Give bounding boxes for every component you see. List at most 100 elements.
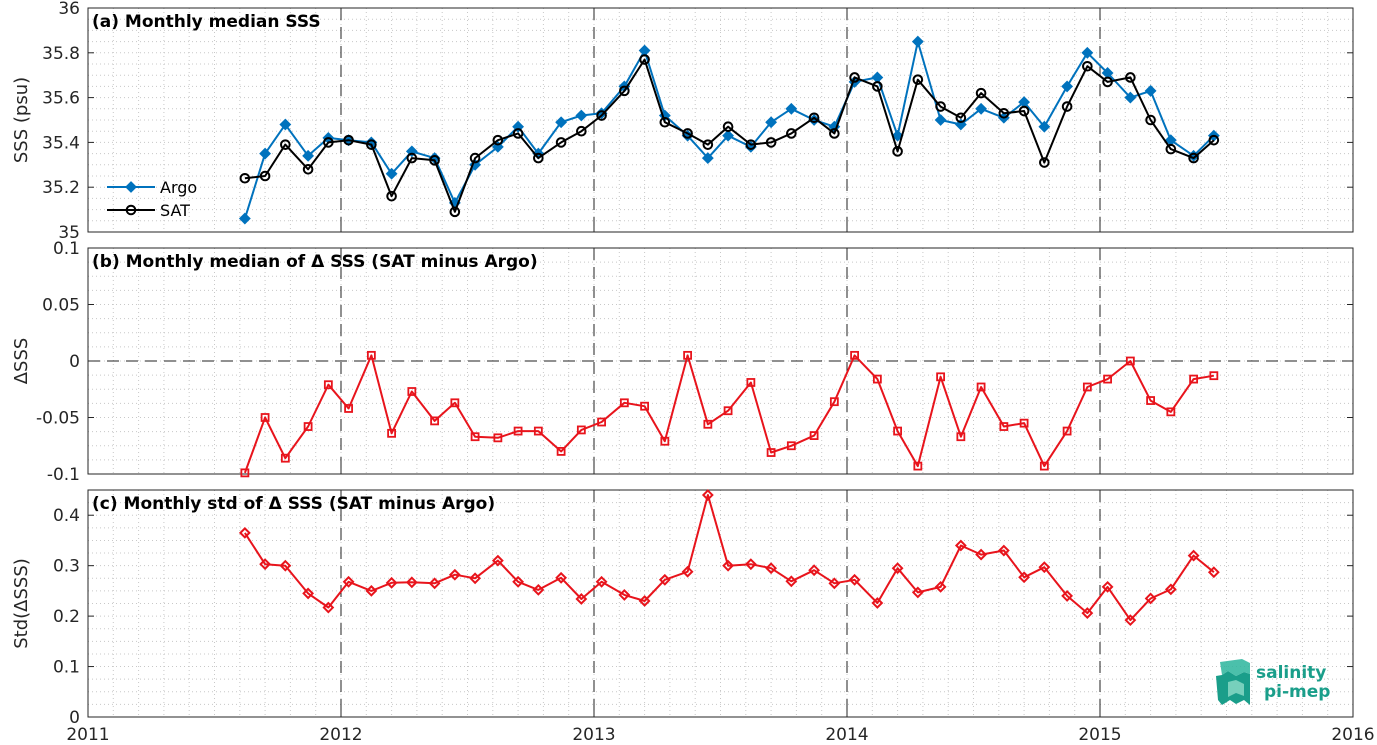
series-line [244, 58, 1215, 213]
data-point [428, 577, 441, 590]
data-point [344, 404, 353, 413]
data-point [722, 129, 735, 142]
data-point [701, 489, 714, 501]
data-point [1039, 157, 1050, 168]
y-tick-label: 35.2 [42, 178, 80, 198]
data-point [303, 422, 313, 431]
data-point [746, 378, 756, 387]
data-point [513, 426, 523, 436]
data-point [911, 586, 924, 599]
y-axis-label: Std(ΔSSS) [11, 558, 32, 649]
data-point [323, 380, 333, 390]
data-point [555, 137, 567, 148]
data-point [999, 422, 1009, 431]
data-point [1101, 580, 1114, 593]
data-point [912, 74, 924, 85]
data-point [701, 152, 714, 164]
data-point [658, 573, 671, 586]
series-sat [239, 54, 1220, 218]
data-point [1125, 72, 1136, 83]
data-point [533, 152, 544, 164]
data-point [997, 544, 1010, 557]
data-point [385, 167, 398, 180]
logo-text-pimep: pi-mep [1264, 682, 1330, 702]
y-tick-label: 0.2 [53, 607, 80, 627]
series-line [244, 494, 1215, 622]
wave-logo-icon [1216, 659, 1250, 705]
data-point [765, 562, 778, 575]
data-point [1189, 374, 1199, 384]
data-point [828, 577, 841, 590]
data-point [681, 565, 694, 578]
data-point [239, 172, 251, 184]
data-point [259, 147, 272, 160]
data-point [639, 54, 650, 65]
y-tick-label: 0.1 [53, 239, 80, 259]
data-point [450, 398, 460, 408]
data-point [449, 206, 461, 218]
data-point [850, 350, 859, 360]
data-point [469, 572, 482, 585]
y-axis-label: SSS (psu) [11, 77, 32, 163]
y-tick-label: 0 [69, 352, 80, 372]
data-point [765, 116, 778, 129]
data-point [342, 575, 355, 588]
y-tick-label: 35.8 [42, 44, 80, 64]
data-point [975, 548, 988, 561]
data-point [491, 554, 504, 567]
data-point [1145, 114, 1156, 126]
y-tick-label: 0 [69, 708, 80, 728]
data-point [913, 461, 923, 471]
data-point [1081, 607, 1094, 619]
data-point [1019, 418, 1029, 428]
data-point [891, 562, 904, 575]
data-point [954, 539, 967, 552]
data-point [808, 564, 821, 577]
data-point [1018, 105, 1030, 117]
data-point [386, 190, 397, 202]
data-point [1062, 426, 1072, 436]
data-point [911, 35, 924, 48]
data-point [576, 425, 586, 435]
series-delta [238, 489, 1220, 627]
data-point [595, 575, 608, 588]
data-point [619, 398, 629, 408]
data-point [640, 401, 649, 411]
data-point [238, 526, 251, 539]
x-tick-label: 2015 [1078, 725, 1121, 745]
y-tick-label: 0.1 [53, 658, 80, 678]
y-tick-label: 35 [58, 223, 80, 243]
data-point [975, 87, 987, 99]
data-point [703, 419, 713, 429]
data-point [660, 436, 670, 446]
data-point [238, 212, 251, 225]
data-point [1082, 382, 1092, 392]
plot-frame [87, 489, 1354, 718]
data-point [638, 595, 651, 607]
data-point [1125, 356, 1135, 366]
data-point [280, 453, 290, 463]
data-point [829, 128, 840, 139]
y-tick-label: -0.05 [36, 409, 80, 429]
data-point [1102, 76, 1113, 88]
legend: Argo SAT [107, 178, 197, 220]
y-tick-label: 35.6 [42, 89, 80, 109]
data-point [723, 406, 733, 416]
data-point [1187, 549, 1200, 562]
data-point [829, 397, 839, 407]
data-point [1208, 134, 1220, 146]
data-point [935, 101, 946, 112]
data-point [259, 558, 272, 571]
data-point [280, 139, 291, 150]
data-point [722, 121, 734, 133]
data-point [1165, 143, 1177, 155]
data-point [1146, 396, 1155, 405]
data-point [998, 107, 1010, 119]
data-point [555, 116, 568, 129]
legend-label: SAT [160, 201, 190, 220]
data-point [387, 428, 397, 438]
data-point [260, 413, 270, 422]
data-point [892, 146, 903, 157]
logo-text-salinity: salinity [1256, 663, 1326, 683]
